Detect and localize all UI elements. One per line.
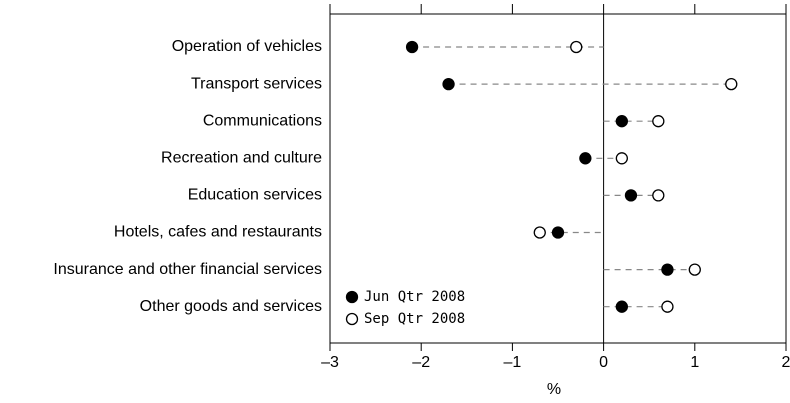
dot (533, 226, 546, 239)
legend-marker (345, 312, 359, 326)
y-tick-label: Operation of vehicles (172, 38, 322, 55)
dot (661, 263, 674, 276)
y-tick-label: Hotels, cafes and restaurants (114, 224, 322, 241)
dot (652, 115, 665, 128)
dot (579, 152, 592, 165)
legend-marker (345, 290, 359, 304)
dot (615, 300, 628, 313)
dot (405, 40, 419, 54)
dot (661, 300, 674, 313)
legend-label: Sep Qtr 2008 (364, 311, 465, 327)
dot (615, 152, 628, 165)
dot (688, 263, 701, 276)
y-tick-label: Insurance and other financial services (53, 261, 322, 278)
dot (570, 40, 583, 54)
y-tick-label: Communications (203, 112, 322, 129)
x-tick-label: 2 (782, 354, 790, 371)
dot (551, 226, 565, 239)
plot-area (329, 13, 787, 344)
legend-label: Jun Qtr 2008 (364, 289, 465, 305)
x-tick-label: 0 (599, 354, 608, 371)
dot (624, 189, 638, 202)
dot (652, 189, 665, 202)
dot (615, 115, 628, 128)
x-tick-label: –2 (412, 354, 430, 371)
dot (442, 77, 455, 91)
y-tick-label: Education services (188, 187, 322, 204)
x-axis-label: % (547, 381, 561, 398)
y-tick-label: Transport services (191, 75, 322, 92)
y-tick-label: Other goods and services (140, 298, 322, 315)
x-tick-label: –3 (321, 354, 339, 371)
x-tick-label: –1 (504, 354, 522, 371)
y-tick-label: Recreation and culture (161, 150, 322, 167)
x-tick-label: 1 (690, 354, 699, 371)
dot (725, 77, 738, 91)
